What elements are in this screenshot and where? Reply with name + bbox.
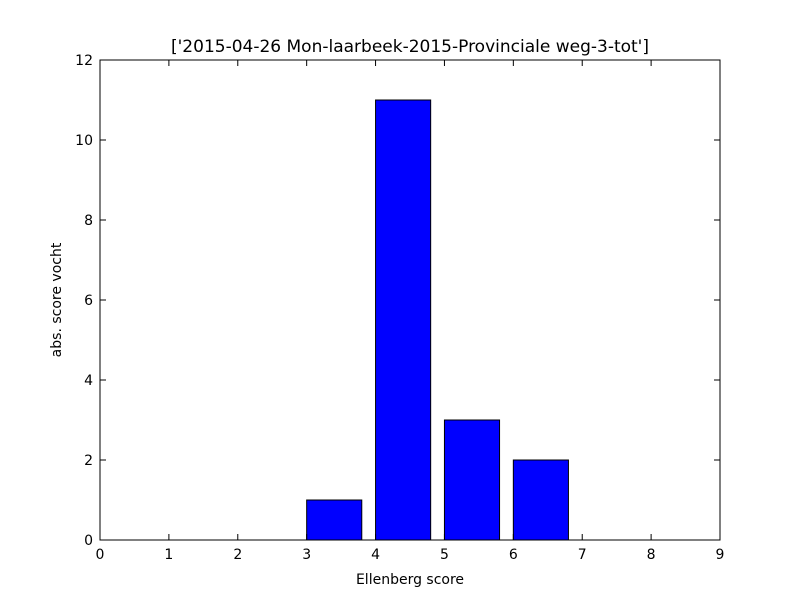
y-tick-label: 6: [84, 293, 93, 309]
y-axis-label: abs. score vocht: [49, 242, 65, 357]
x-tick-label: 8: [647, 547, 656, 563]
y-tick-label: 12: [75, 53, 93, 69]
bars-group: [306, 99, 569, 541]
x-tick-label: 3: [302, 547, 311, 563]
x-tick-label: 6: [509, 547, 518, 563]
bar-7: [512, 459, 569, 541]
bar-4: [306, 499, 363, 541]
plot-frame: [99, 59, 721, 541]
x-tick-label: 7: [578, 547, 587, 563]
x-tick-label: 4: [371, 547, 380, 563]
y-tick-label: 4: [84, 373, 93, 389]
x-tick-label: 9: [716, 547, 725, 563]
x-tick-label: 1: [164, 547, 173, 563]
x-axis-label: Ellenberg score: [356, 572, 464, 588]
y-tick-label: 2: [84, 453, 93, 469]
chart-title: ['2015-04-26 Mon-laarbeek-2015-Provincia…: [171, 37, 649, 57]
x-tick-label: 2: [233, 547, 242, 563]
y-tick-label: 8: [84, 213, 93, 229]
bar-5: [375, 99, 432, 541]
x-tick-label: 5: [440, 547, 449, 563]
x-tick-label: 0: [96, 547, 105, 563]
bar-6: [443, 419, 501, 541]
y-tick-label: 10: [75, 133, 93, 149]
y-tick-label: 0: [84, 533, 93, 549]
